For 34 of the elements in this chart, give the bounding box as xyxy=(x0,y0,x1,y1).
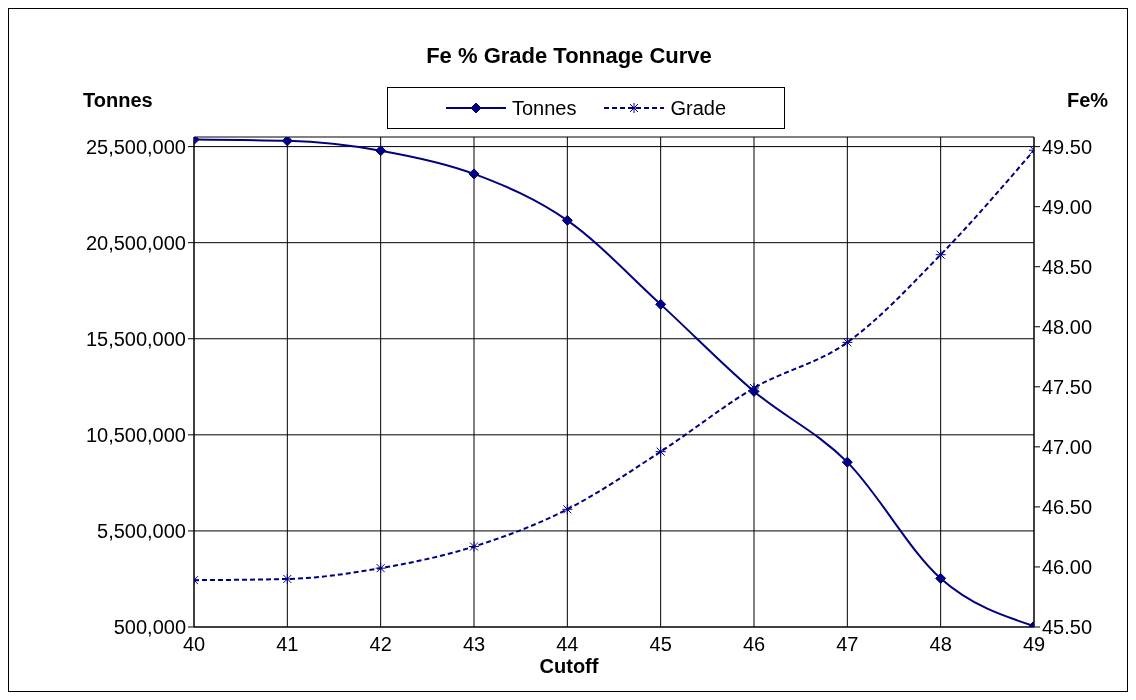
y-tick-label: 25,500,000 xyxy=(85,135,186,158)
x-tick-label: 42 xyxy=(369,633,392,656)
point xyxy=(561,214,573,226)
y2-tick-label: 48.50 xyxy=(1042,255,1093,278)
x-tick-label: 44 xyxy=(556,633,579,656)
point xyxy=(935,572,947,584)
y-tick-label: 20,500,000 xyxy=(85,231,186,254)
x-tick-label: 46 xyxy=(742,633,766,656)
legend-label: Grade xyxy=(669,96,727,120)
x-axis-title: Cutoff xyxy=(538,655,600,678)
point xyxy=(468,168,480,180)
x-tick-label: 48 xyxy=(929,633,952,656)
x-tick-label: 45 xyxy=(649,633,672,656)
y2-tick-label: 49.00 xyxy=(1042,195,1093,218)
legend-label: Tonnes xyxy=(510,96,577,120)
x-tick-label: 43 xyxy=(462,633,486,656)
y2-tick-label: 49.50 xyxy=(1042,135,1093,158)
point xyxy=(375,145,387,157)
x-tick-label: 47 xyxy=(836,633,859,656)
y-tick-label: 10,500,000 xyxy=(85,423,186,446)
chart-title: Fe % Grade Tonnage Curve xyxy=(425,43,713,69)
y2-tick-label: 46.00 xyxy=(1042,556,1093,579)
y-axis-title: Tonnes xyxy=(83,89,153,112)
y-tick-label: 5,500,000 xyxy=(97,520,186,543)
y2-tick-label: 47.00 xyxy=(1042,435,1093,458)
y2-tick-label: 46.50 xyxy=(1042,496,1093,518)
y-tick-label: 15,500,000 xyxy=(85,327,186,350)
y2-axis-title: Fe% xyxy=(1067,89,1109,112)
point xyxy=(655,298,667,310)
x-tick-label: 41 xyxy=(276,633,299,656)
y2-tick-label: 47.50 xyxy=(1042,375,1093,398)
y2-tick-label: 48.00 xyxy=(1042,315,1093,338)
point xyxy=(281,137,293,147)
point xyxy=(841,456,853,468)
